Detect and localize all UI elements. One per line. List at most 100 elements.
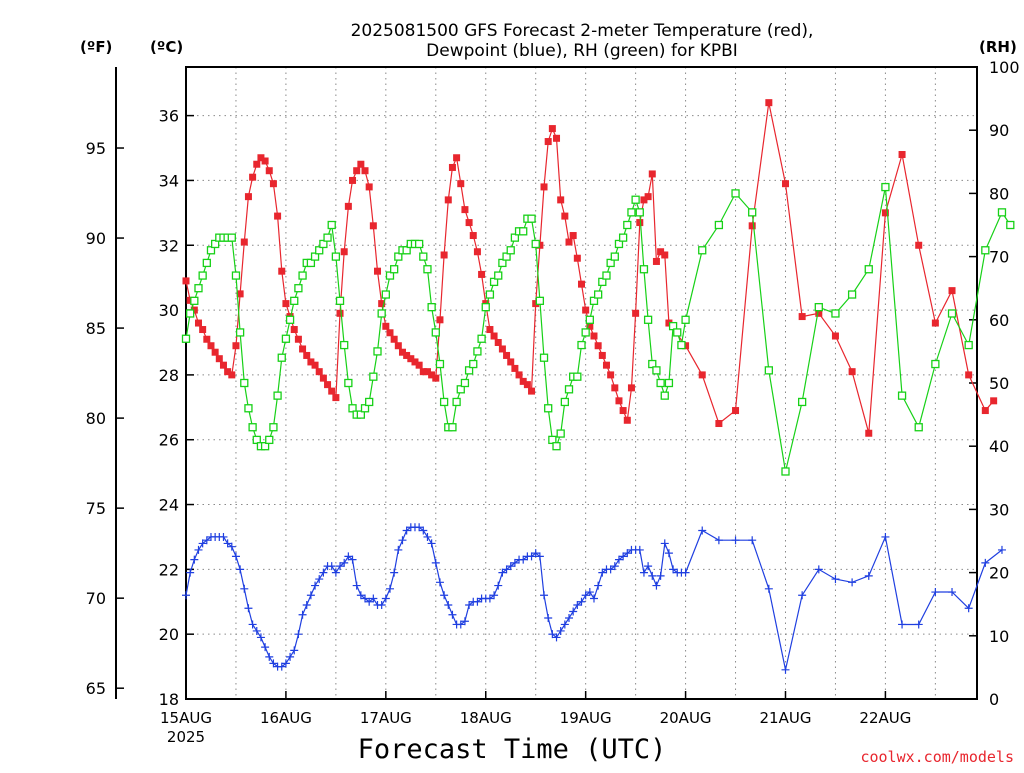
temperature-point bbox=[765, 99, 773, 107]
rh-point bbox=[294, 284, 303, 293]
rh-point bbox=[335, 296, 345, 305]
rh-point bbox=[631, 195, 640, 204]
dewpoint-point bbox=[577, 597, 586, 606]
dewpoint-point bbox=[589, 594, 598, 603]
rh-tick-label: 90 bbox=[989, 121, 1009, 140]
dewpoint-point bbox=[619, 552, 628, 561]
dewpoint-point bbox=[898, 620, 907, 629]
temperature-point bbox=[261, 157, 269, 165]
dewpoint-point bbox=[506, 562, 515, 571]
temperature-point bbox=[257, 154, 265, 162]
temperature-point bbox=[403, 351, 411, 359]
rh-point bbox=[981, 246, 990, 255]
temperature-point bbox=[948, 287, 956, 295]
temperature-point bbox=[881, 209, 889, 217]
dewpoint-point bbox=[731, 536, 740, 545]
dewpoint-point bbox=[502, 565, 511, 574]
dewpoint-point bbox=[606, 565, 615, 574]
rh-point bbox=[664, 378, 674, 388]
fahrenheit-tick-label: 80 bbox=[86, 409, 106, 428]
dewpoint-point bbox=[573, 601, 582, 610]
temperature-point bbox=[353, 167, 361, 175]
rh-point bbox=[864, 265, 873, 274]
rh-point bbox=[190, 296, 199, 305]
dewpoint-point bbox=[435, 578, 444, 587]
dewpoint-point bbox=[485, 594, 494, 603]
rh-point bbox=[648, 359, 657, 369]
temperature-series bbox=[182, 99, 998, 437]
dewpoint-point bbox=[981, 558, 990, 567]
x-tick-label: 21AUG bbox=[760, 709, 812, 727]
temperature-point bbox=[340, 248, 348, 256]
rh-tick-label: 0 bbox=[989, 690, 999, 709]
temperature-point bbox=[523, 381, 531, 389]
temperature-point bbox=[473, 248, 481, 256]
rh-point bbox=[377, 309, 386, 318]
rh-point bbox=[548, 435, 557, 445]
temperature-point bbox=[990, 397, 998, 405]
rh-point bbox=[519, 227, 528, 236]
rh-point bbox=[573, 372, 582, 381]
temperature-point bbox=[440, 251, 448, 259]
temperature-point bbox=[236, 290, 244, 298]
dewpoint-point bbox=[431, 558, 440, 567]
temperature-point bbox=[594, 342, 602, 350]
rh-point bbox=[1006, 220, 1015, 230]
grid-lines bbox=[186, 67, 977, 700]
rh-point bbox=[348, 404, 357, 413]
rh-point bbox=[914, 423, 923, 432]
celsius-tick-label: 26 bbox=[159, 431, 179, 450]
temperature-point bbox=[657, 248, 665, 256]
temperature-point bbox=[619, 407, 627, 415]
rh-point bbox=[814, 303, 823, 312]
rh-point bbox=[639, 265, 649, 274]
temperature-point bbox=[315, 368, 323, 376]
temperature-point bbox=[536, 241, 544, 249]
temperature-point bbox=[219, 361, 227, 369]
rh-point bbox=[269, 423, 278, 432]
temperature-point bbox=[602, 361, 610, 369]
rh-tick-label: 20 bbox=[989, 564, 1009, 583]
dewpoint-point bbox=[327, 562, 336, 571]
rh-point bbox=[581, 328, 590, 337]
dewpoint-point bbox=[585, 588, 594, 597]
rh-point bbox=[390, 265, 399, 274]
dewpoint-point bbox=[415, 523, 424, 532]
temperature-point bbox=[265, 167, 273, 175]
temperature-point bbox=[486, 326, 494, 334]
temperature-point bbox=[299, 345, 307, 353]
rh-point bbox=[414, 239, 424, 249]
rh-point bbox=[698, 246, 707, 255]
dewpoint-point bbox=[652, 581, 661, 590]
temperature-point bbox=[540, 183, 548, 191]
temperature-point bbox=[282, 300, 290, 308]
temperature-point bbox=[436, 316, 444, 324]
x-tick-label: 22AUG bbox=[859, 709, 911, 727]
temperature-point bbox=[307, 358, 315, 366]
rh-point bbox=[240, 378, 249, 388]
rh-point bbox=[602, 271, 611, 280]
temperature-point bbox=[590, 332, 598, 340]
rh-point bbox=[660, 391, 669, 400]
rh-point bbox=[552, 442, 561, 451]
temperature-point bbox=[569, 232, 577, 240]
dewpoint-point bbox=[664, 549, 673, 558]
fahrenheit-tick-label: 75 bbox=[86, 499, 106, 518]
dewpoint-point bbox=[881, 532, 890, 541]
temperature-point bbox=[324, 381, 332, 389]
temperature-point bbox=[611, 384, 619, 392]
rh-tick-label: 100 bbox=[989, 58, 1020, 77]
temperature-point bbox=[378, 300, 386, 308]
dewpoint-point bbox=[315, 575, 324, 584]
dewpoint-point bbox=[581, 591, 590, 600]
temperature-point bbox=[228, 371, 236, 379]
fahrenheit-tick-label: 95 bbox=[86, 139, 106, 158]
temperature-point bbox=[494, 338, 502, 346]
temperature-point bbox=[831, 332, 839, 340]
temperature-point bbox=[815, 309, 823, 317]
temperature-point bbox=[253, 160, 261, 168]
temperature-point bbox=[465, 219, 473, 227]
temperature-point bbox=[511, 364, 519, 372]
temperature-point bbox=[428, 371, 436, 379]
temperature-point bbox=[432, 374, 440, 382]
